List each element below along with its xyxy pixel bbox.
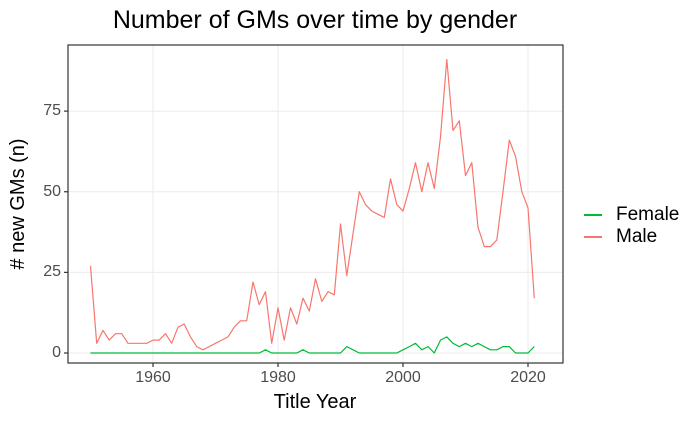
legend-label-female: Female xyxy=(616,204,680,225)
legend-label-male: Male xyxy=(616,226,658,247)
panel-background xyxy=(68,45,563,363)
series-line-male xyxy=(89,58,535,351)
y-tick-label: 25 xyxy=(43,263,61,281)
legend-key-line-male xyxy=(584,236,602,238)
x-tick-label: 2020 xyxy=(510,369,546,386)
y-tick-label: 50 xyxy=(43,182,61,200)
y-tick-label: 75 xyxy=(43,102,61,120)
y-axis-title: # new GMs (n) xyxy=(7,138,29,270)
plot-title: Number of GMs over time by gender xyxy=(112,6,518,34)
x-axis-title: Title Year xyxy=(273,391,357,413)
x-tick-label: 1960 xyxy=(135,369,171,386)
x-tick-label: 2000 xyxy=(385,369,421,386)
panel-border xyxy=(67,44,564,364)
series-line-female xyxy=(90,336,535,354)
legend-key-line-female xyxy=(584,214,602,216)
legend-item-male: Male xyxy=(584,226,679,248)
x-tick-label: 1980 xyxy=(260,369,296,386)
y-tick-label: 0 xyxy=(52,344,61,361)
legend: Female Male xyxy=(584,204,679,248)
legend-item-female: Female xyxy=(584,204,679,226)
